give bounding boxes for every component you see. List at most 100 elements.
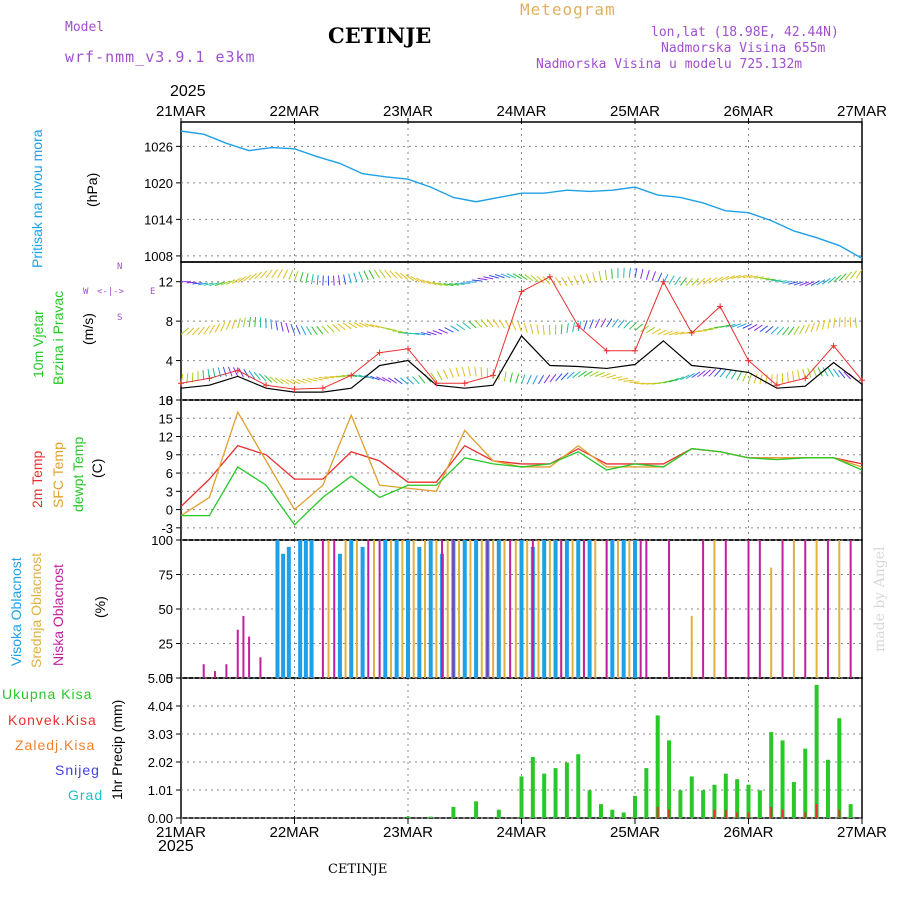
wind-arrow xyxy=(685,277,694,287)
wind-gust-marker xyxy=(319,385,326,392)
precip-conv-bar xyxy=(668,809,671,818)
cloud-bar xyxy=(594,540,597,678)
wind-arrow xyxy=(731,274,742,280)
wind-arrow xyxy=(611,268,613,279)
wind-arrow xyxy=(566,371,575,380)
cloud-bar xyxy=(435,540,438,678)
wind-arrow xyxy=(186,327,195,336)
cloud-bar xyxy=(826,540,829,678)
wind-arrow xyxy=(477,277,488,281)
wind-arrow xyxy=(225,320,231,331)
model-label: Model xyxy=(65,20,105,35)
cloud-bar xyxy=(259,657,262,678)
legend-conv: Konvek.Kisa xyxy=(8,712,97,728)
cloud-bar xyxy=(781,540,784,678)
precip-bar xyxy=(610,809,615,818)
wind-arrow xyxy=(714,368,722,377)
wind-arrow xyxy=(387,377,397,384)
wind-arrow xyxy=(379,269,386,279)
wind-gust-marker xyxy=(206,375,213,382)
cloud-bar xyxy=(509,540,512,678)
wind-arrow xyxy=(663,330,673,336)
wind-arrow xyxy=(400,377,409,385)
wind-arrow xyxy=(376,376,386,382)
cloud-bar xyxy=(441,540,444,678)
cloud-bar xyxy=(286,546,291,678)
y-tick-label: 1020 xyxy=(144,176,173,191)
wind-arrow xyxy=(536,324,540,335)
wind-arrow xyxy=(685,372,695,380)
wind-arrow xyxy=(810,280,820,286)
cloud-bar xyxy=(349,540,354,678)
cloud-bar xyxy=(690,615,693,678)
cloud-bar xyxy=(202,664,205,678)
wind-arrow xyxy=(736,323,747,329)
precip-bar xyxy=(791,781,796,818)
wind-arrow xyxy=(526,374,532,385)
wind-arrow xyxy=(498,319,505,329)
wind-arrow xyxy=(604,269,608,280)
wind-arrow xyxy=(474,366,477,377)
wind-arrow xyxy=(708,368,717,377)
wind-arrow xyxy=(237,318,241,329)
wind-arrow xyxy=(725,369,732,379)
compass-arrows-icon: <-|-> xyxy=(97,287,125,297)
wind-arrow xyxy=(296,378,307,384)
wind-arrow xyxy=(844,271,852,280)
wind-arrow xyxy=(838,317,841,328)
wind-arrow xyxy=(282,269,289,279)
cloud-bar xyxy=(394,540,399,678)
wind-arrow xyxy=(243,274,252,282)
cloud-bar xyxy=(804,540,807,678)
wind-arrow xyxy=(657,272,663,283)
wind-arrow xyxy=(725,275,736,281)
precip-bar xyxy=(633,795,637,818)
precip-bar xyxy=(814,684,819,818)
temp-series-2 xyxy=(181,448,863,526)
wind-arrow xyxy=(606,318,613,328)
cloud-bar xyxy=(849,540,852,678)
wind-arrow xyxy=(253,371,261,381)
cloud-bar xyxy=(383,540,388,678)
wind-arrow xyxy=(776,280,787,283)
cloud-bar xyxy=(337,553,342,678)
wind-arrow xyxy=(443,283,454,287)
wind-arrow xyxy=(438,328,448,334)
wind-gust-marker xyxy=(490,372,497,379)
precip-bar xyxy=(428,816,433,818)
cloud-bar xyxy=(838,540,841,678)
wind-arrow xyxy=(231,319,236,330)
wind-arrow xyxy=(307,377,318,382)
wind-arrow xyxy=(285,378,295,385)
wind-arrow xyxy=(254,271,263,280)
precip-bar xyxy=(564,762,569,818)
wind-arrow xyxy=(358,374,369,379)
wind-arrow xyxy=(782,326,790,336)
wind-arrow xyxy=(567,276,574,286)
wind-arrow xyxy=(348,322,358,329)
cloud-bar xyxy=(553,540,558,678)
wind-arrow xyxy=(180,327,189,335)
elevation: Nadmorska Visina 655m xyxy=(661,41,826,56)
wind-arrow xyxy=(542,276,551,285)
cloud-bar xyxy=(645,540,648,678)
cloud-bar xyxy=(610,540,615,678)
wind-arrow xyxy=(506,273,517,279)
wind-arrow xyxy=(209,282,220,287)
wind-arrow xyxy=(799,281,810,287)
precip-conv-bar xyxy=(747,812,750,818)
cloud-bar xyxy=(576,540,581,678)
wind-arrow xyxy=(634,268,638,279)
wind-arrow xyxy=(827,318,831,329)
wind-arrow xyxy=(849,317,852,328)
wind-arrow xyxy=(583,320,588,330)
wind-arrow xyxy=(363,270,369,281)
y-tick-label: 5.05 xyxy=(148,671,173,686)
wind-arrow xyxy=(759,325,769,333)
wind-arrow xyxy=(197,326,205,336)
wind-gust-marker xyxy=(461,380,468,387)
precip-bar xyxy=(496,809,501,818)
y-tick-label: 1.01 xyxy=(148,783,173,798)
wind-arrow xyxy=(850,270,858,280)
wind-gust-marker xyxy=(405,345,411,352)
